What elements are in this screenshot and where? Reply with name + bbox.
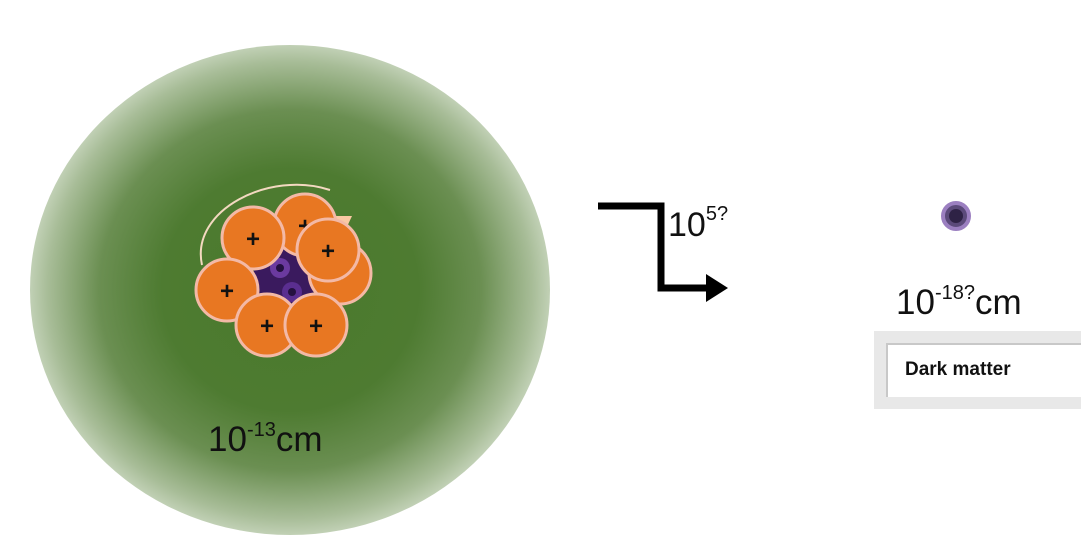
svg-text:+: + <box>246 226 260 253</box>
svg-text:+: + <box>260 313 274 340</box>
dark-matter-box: Dark matter <box>874 331 1081 409</box>
quark-dot <box>941 201 971 231</box>
arrow-head-icon <box>706 274 728 302</box>
nucleus: + + + + + + + <box>194 183 373 358</box>
proton: + <box>283 292 349 358</box>
svg-text:+: + <box>309 313 323 340</box>
rotation-arc <box>199 183 331 266</box>
svg-text:+: + <box>220 278 234 305</box>
atom-size-label: 10-13cm <box>208 419 323 459</box>
proton: + <box>220 205 286 271</box>
quark-size-label: 10-18?cm <box>896 282 1022 322</box>
scale-step-arrow <box>598 202 728 302</box>
svg-text:+: + <box>321 238 335 265</box>
dark-matter-label: Dark matter <box>886 343 1081 397</box>
scale-ratio-label: 105? <box>668 202 729 244</box>
proton: + <box>295 217 361 283</box>
